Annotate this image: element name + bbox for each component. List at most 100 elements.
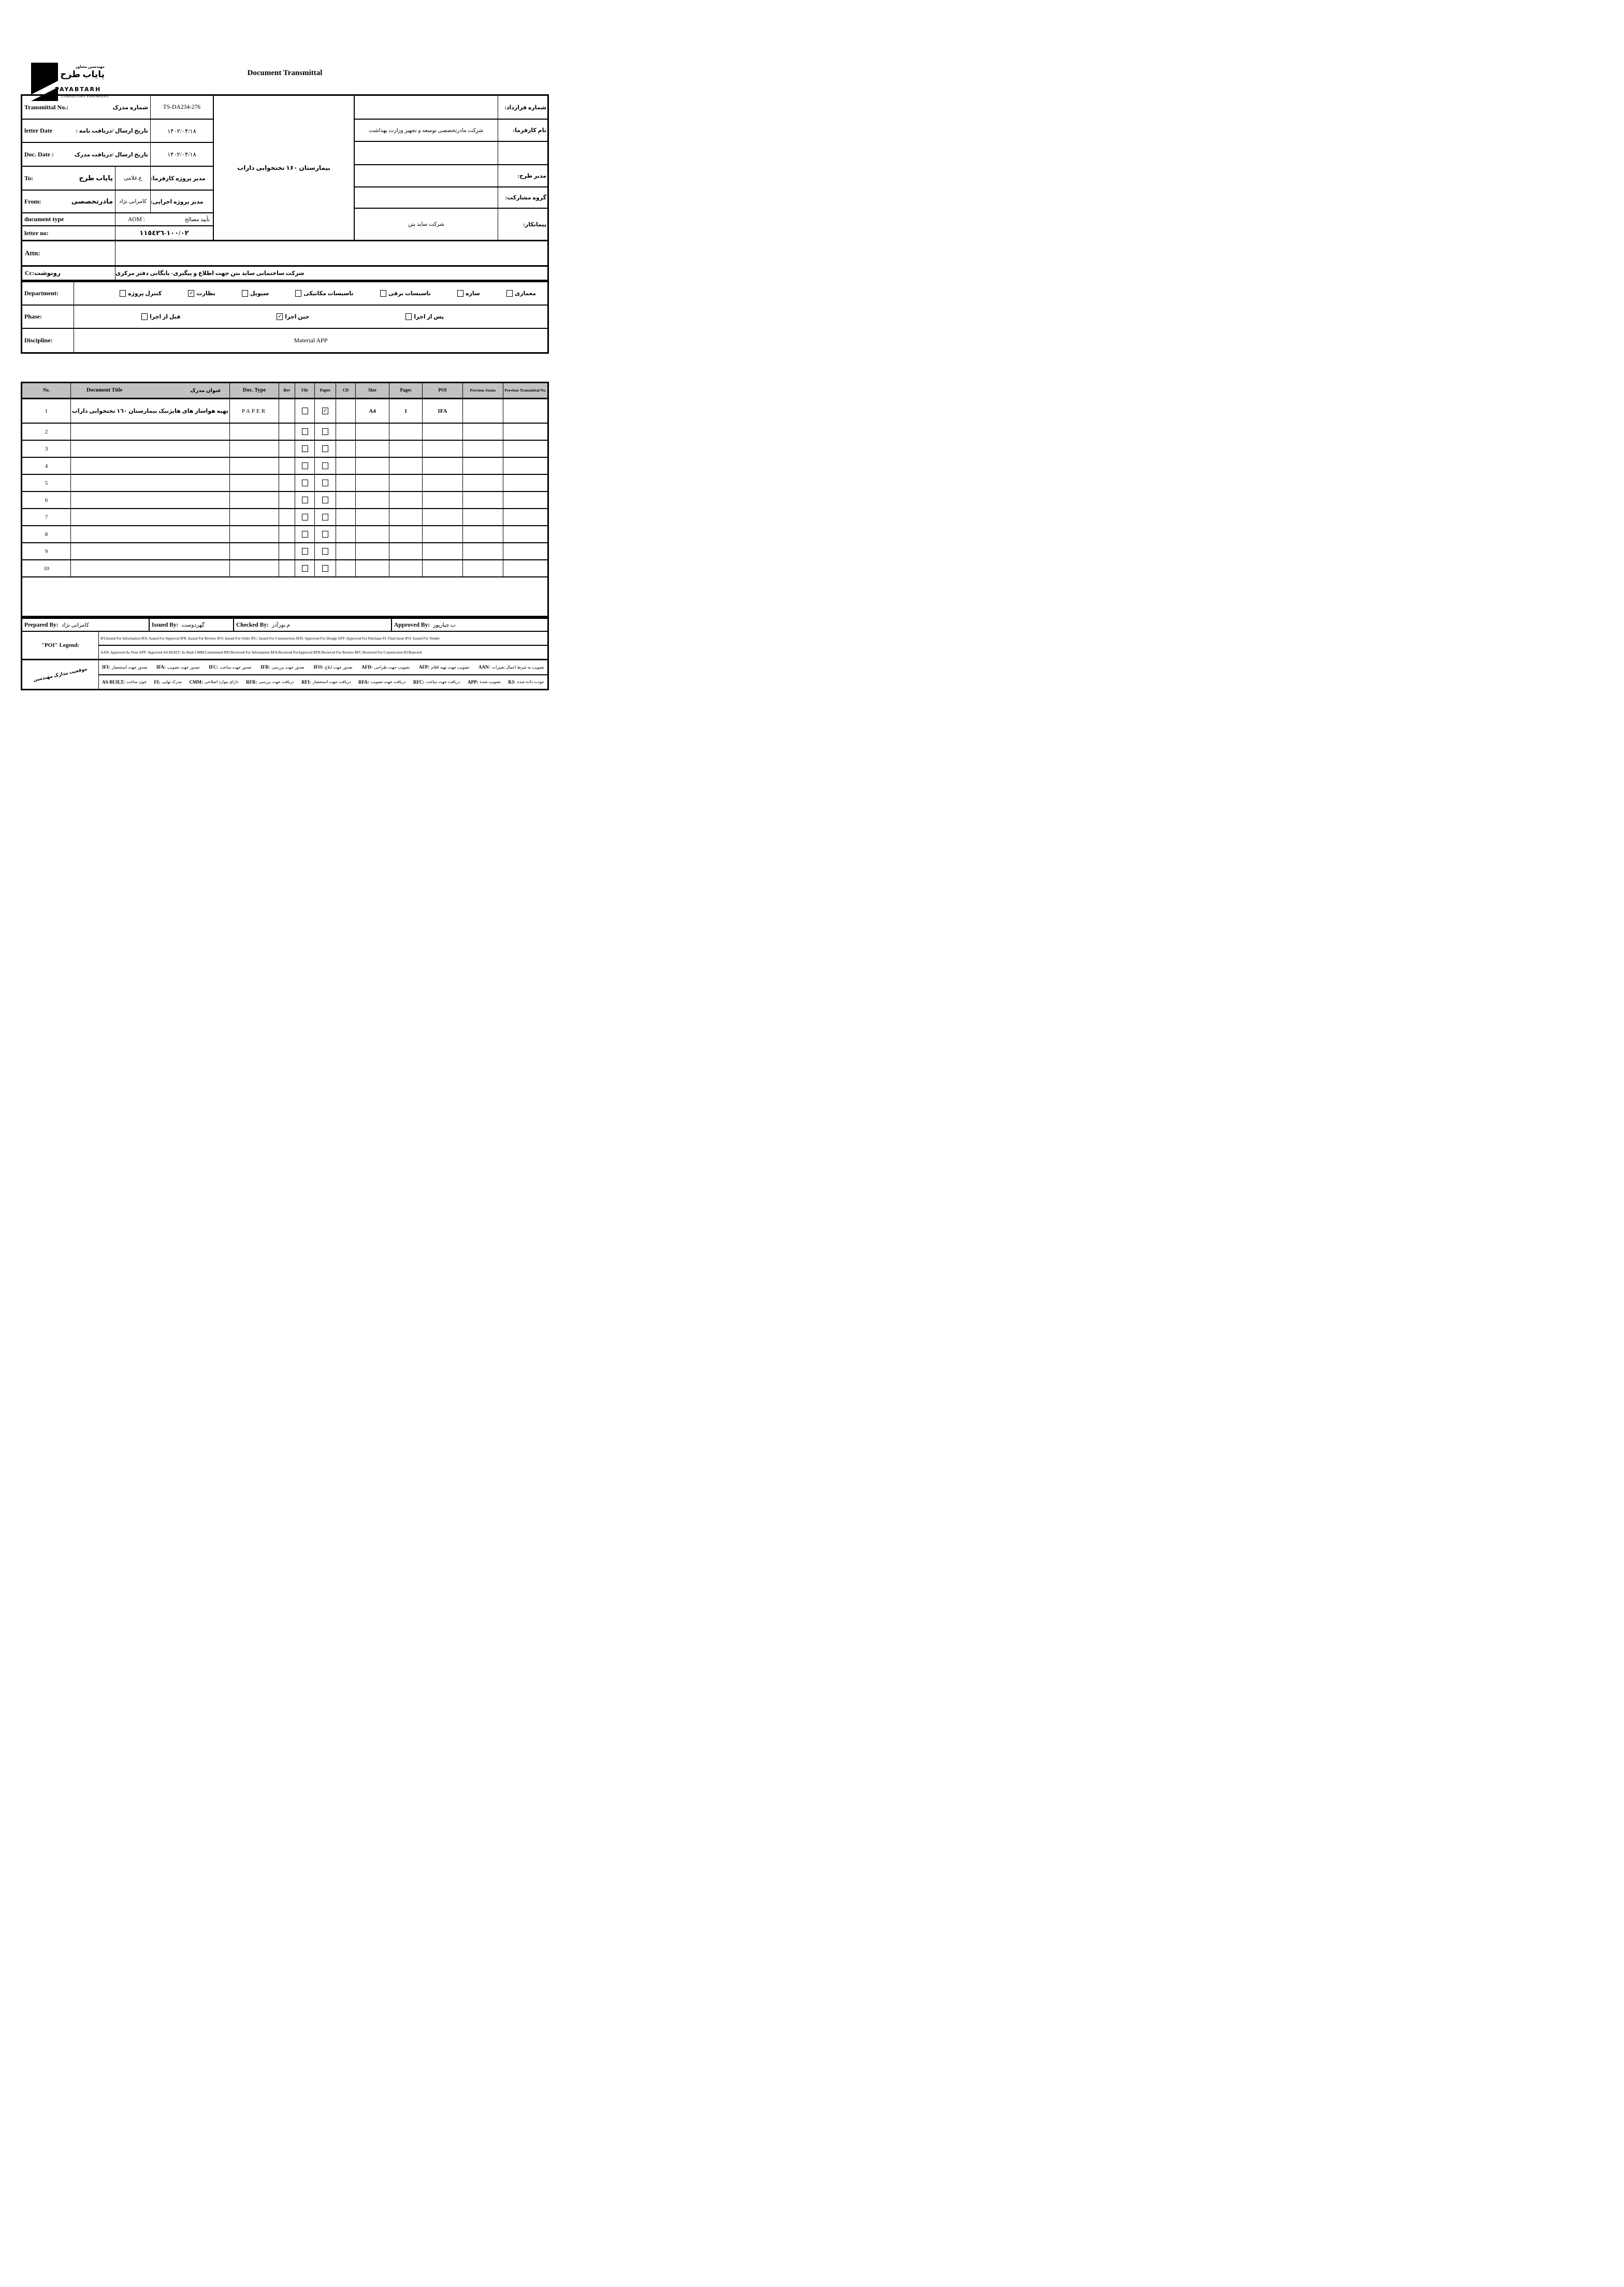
col-file: File: [295, 383, 315, 398]
legend-text: دارای موارد اصلاحی: [205, 679, 239, 685]
checkbox[interactable]: [506, 290, 513, 297]
checkbox-option: تاسیسات مکانیکی: [295, 290, 354, 297]
doc-table-body: 1 تهیه هواساز های هایژنیک بیمارستان ١٦٠ ت…: [22, 399, 547, 577]
page-title: Document Transmittal: [247, 69, 323, 77]
col-prev-status: Previous Status: [463, 383, 503, 398]
cell-title: [71, 475, 230, 491]
cell-no: 1: [22, 399, 71, 423]
cell-paper: [315, 424, 336, 440]
checkbox-option: حین اجرا ✓: [277, 313, 310, 320]
checkbox[interactable]: [322, 480, 328, 486]
cell-cd: [336, 458, 356, 474]
cell-rev: [279, 492, 295, 508]
checkbox[interactable]: ✓: [188, 290, 195, 297]
col-doc-type: Doc. Type: [230, 383, 279, 398]
checkbox-option: سیویل: [242, 290, 269, 297]
doc-table-empty-area: [22, 577, 547, 616]
checkbox[interactable]: [301, 565, 308, 572]
table-row: 2: [22, 424, 547, 441]
cell-size: [356, 492, 389, 508]
legend-code: RFR:: [246, 679, 257, 685]
cell-title: تهیه هواساز های هایژنیک بیمارستان ١٦٠ تخ…: [71, 399, 230, 423]
cell-cd: [336, 560, 356, 576]
cell-no: 7: [22, 509, 71, 525]
checkbox-option: قبل از اجرا: [141, 313, 180, 320]
checkbox[interactable]: [141, 313, 148, 320]
checkbox[interactable]: [301, 531, 308, 538]
logo-en-tagline: CONSULTING ENGINEERS: [61, 94, 109, 98]
table-row: 8: [22, 526, 547, 543]
legend-code: RFC:: [413, 679, 425, 685]
legend-code: IFO:: [313, 664, 324, 670]
cell-file: [295, 399, 315, 423]
cell-title: [71, 458, 230, 474]
approved-by-name: ب.جبارپور: [433, 622, 456, 628]
checkbox[interactable]: [120, 290, 126, 297]
document-table-header: No. Document Title عنوان مدرک Doc. Type …: [22, 383, 547, 399]
checkbox[interactable]: [301, 462, 308, 469]
legend-code: AFD:: [361, 664, 373, 670]
legend-text: مدرک نهایی: [162, 679, 182, 685]
legend-code: APP:: [467, 679, 479, 685]
checkbox[interactable]: [457, 290, 464, 297]
cell-rev: [279, 399, 295, 423]
cell-cd: [336, 526, 356, 542]
row-to: To: پایاب طرح ع.غلامی مدیر پروژه کارفرما…: [22, 167, 213, 191]
legend-code: IFR:: [260, 664, 270, 670]
jv-group-label: گروه مشارکت:: [505, 195, 547, 201]
checkbox[interactable]: [242, 290, 249, 297]
checkbox[interactable]: [301, 497, 308, 503]
checkbox[interactable]: [301, 408, 308, 414]
poi-legend: "POI" Legend: IFI:Issued For Information…: [22, 632, 547, 659]
row-doc-date: Doc. Date : تاریخ ارسال /دریافت مدرک ۱۴۰…: [22, 143, 213, 167]
checkbox[interactable]: [322, 548, 328, 555]
legend-text: دریافت جهت استحضار: [312, 679, 351, 685]
issued-by-name: گهردوست: [181, 622, 205, 628]
checkbox[interactable]: [322, 514, 328, 520]
cell-poi: [423, 475, 463, 491]
row-letter-date: letter Date تاریخ ارسال /دریافت نامه : ۱…: [22, 120, 213, 143]
cell-poi: [423, 458, 463, 474]
cell-pages: [389, 424, 423, 440]
prepared-by-name: کامرانی نژاد: [61, 622, 89, 628]
checkbox[interactable]: [322, 531, 328, 538]
discipline-label: Discipline:: [24, 337, 53, 344]
checkbox[interactable]: ✓: [277, 313, 283, 320]
cell-rev: [279, 475, 295, 491]
legend-text: عودت داده شده: [517, 679, 544, 685]
option-label: پس از اجرا: [414, 314, 444, 320]
checkbox[interactable]: [301, 548, 308, 555]
cell-prev-status: [463, 492, 503, 508]
cell-rev: [279, 424, 295, 440]
checkbox[interactable]: [380, 290, 386, 297]
legend-code: AAN:: [479, 664, 490, 670]
legend-item: AAN: تصویب به شرط اعمال تغییرات: [479, 664, 544, 670]
legend-item: IFO: صدور جهت ابلاغ: [313, 664, 352, 670]
cell-cd: [336, 399, 356, 423]
checkbox[interactable]: [322, 462, 328, 469]
document-table: No. Document Title عنوان مدرک Doc. Type …: [21, 382, 549, 617]
checkbox[interactable]: [301, 514, 308, 520]
legend-text: تصویب جهت طراحی: [374, 664, 410, 670]
cell-pages: [389, 543, 423, 559]
checkbox[interactable]: ✓: [322, 408, 328, 414]
checkbox[interactable]: [322, 565, 328, 572]
checkbox[interactable]: [322, 445, 328, 452]
checkbox[interactable]: [295, 290, 302, 297]
approved-by-label: Approved By:: [394, 621, 430, 628]
checkbox[interactable]: [322, 428, 328, 435]
letter-no-value: ١٠٠/٠٢-١١٥٤٢٦: [139, 229, 189, 237]
option-label: معماری: [515, 291, 536, 297]
cell-no: 2: [22, 424, 71, 440]
checkbox[interactable]: [301, 428, 308, 435]
checked-by-label: Checked By:: [236, 621, 269, 628]
issued-by-label: Issued By:: [152, 621, 179, 628]
signature-row: Prepared By: کامرانی نژاد Issued By: گهر…: [22, 619, 547, 632]
checkbox[interactable]: [301, 445, 308, 452]
checkbox[interactable]: [405, 313, 412, 320]
cell-doc-type: [230, 475, 279, 491]
legend-text: صدور جهت ساخت: [220, 664, 252, 670]
checkbox[interactable]: [322, 497, 328, 503]
checkbox[interactable]: [301, 480, 308, 486]
transmittal-no-value: TS-DA234-276: [163, 104, 201, 110]
